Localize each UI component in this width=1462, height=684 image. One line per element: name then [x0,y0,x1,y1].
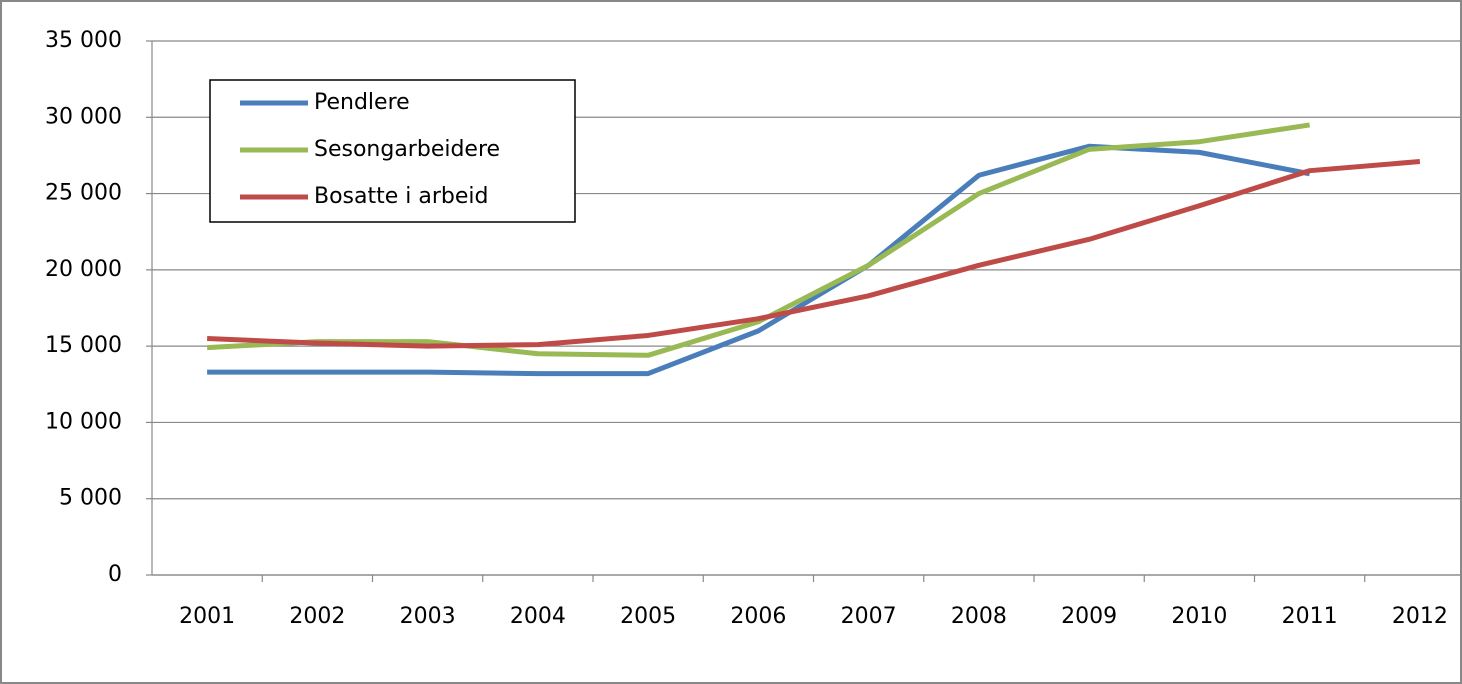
x-tick-label: 2006 [730,604,786,629]
legend-label: Sesongarbeidere [314,137,500,162]
x-tick-label: 2002 [289,604,345,629]
y-tick-label: 25 000 [45,181,122,206]
y-tick-label: 10 000 [45,409,122,434]
y-tick-label: 0 [108,562,122,587]
series-line [207,159,1421,349]
series-line [206,122,1311,358]
x-tick-label: 2001 [179,604,235,629]
x-tick-label: 2012 [1392,604,1448,629]
y-tick-label: 20 000 [45,257,122,282]
x-tick-label: 2007 [841,604,897,629]
legend-label: Bosatte i arbeid [314,184,489,209]
legend-label: Pendlere [314,90,410,115]
x-tick-label: 2011 [1282,604,1338,629]
x-tick-label: 2010 [1171,604,1227,629]
y-tick-label: 35 000 [45,28,122,53]
x-tick-label: 2003 [400,604,456,629]
x-tick-label: 2005 [620,604,676,629]
y-tick-label: 30 000 [45,104,122,129]
x-tick-label: 2008 [951,604,1007,629]
x-tick-label: 2009 [1061,604,1117,629]
y-tick-label: 5 000 [59,486,122,511]
x-tick-label: 2004 [510,604,566,629]
y-tick-label: 15 000 [45,333,122,358]
